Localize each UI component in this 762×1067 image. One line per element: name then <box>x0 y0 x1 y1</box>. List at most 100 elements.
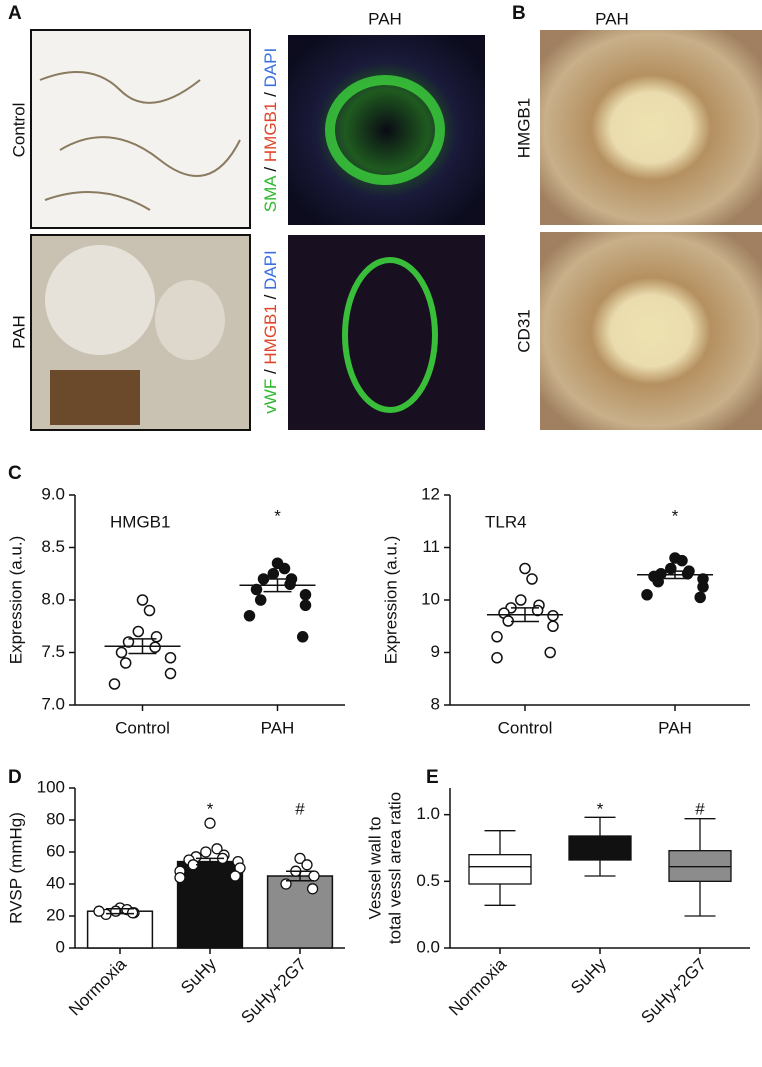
data-point <box>243 610 256 622</box>
y-tick-label: 0.5 <box>416 871 440 890</box>
y-tick-label: 7.0 <box>41 694 65 713</box>
x-tick-label: SuHy <box>567 954 610 997</box>
data-point <box>174 871 186 884</box>
y-axis-label: Expression (a.u.) <box>381 536 400 665</box>
x-tick-label: Normoxia <box>445 954 510 1019</box>
y-tick-label: 0.0 <box>416 937 440 956</box>
chart-title: HMGB1 <box>110 512 170 531</box>
y-tick-label: 12 <box>421 484 440 503</box>
annotation: * <box>597 799 604 818</box>
x-tick-label: Control <box>115 718 170 737</box>
data-point <box>126 907 139 919</box>
data-point <box>694 591 706 604</box>
tissue <box>325 75 445 185</box>
stain-word: vWF <box>261 379 280 414</box>
data-point <box>150 631 163 643</box>
y-tick-label: 9.0 <box>41 484 65 503</box>
data-point <box>284 578 296 590</box>
stain-word: SMA <box>261 175 280 213</box>
annotation: # <box>695 799 705 818</box>
panel-label: D <box>8 767 22 788</box>
x-tick-label: SuHy+2G7 <box>237 955 310 1028</box>
annotation: * <box>672 506 679 525</box>
panel-label: A <box>8 3 22 24</box>
bar <box>266 875 334 949</box>
x-tick-label: PAH <box>261 718 295 737</box>
stain-label: SMA / HMGB1 / DAPI <box>261 48 280 212</box>
data-point <box>229 870 241 882</box>
y-axis-label: RVSP (mmHg) <box>6 812 25 924</box>
y-tick-label: 1.0 <box>416 804 440 823</box>
y-tick-label: 11 <box>422 537 440 556</box>
data-point <box>204 817 216 829</box>
data-point <box>299 599 312 611</box>
stain-word: / <box>261 162 280 176</box>
tissue <box>155 280 225 360</box>
data-point <box>278 562 291 575</box>
data-point <box>544 646 556 659</box>
stain-word: DAPI <box>261 250 280 290</box>
data-point <box>267 568 280 580</box>
micrograph <box>540 232 762 430</box>
annotation: * <box>274 506 281 525</box>
data-point <box>200 846 212 858</box>
data-point <box>519 562 531 575</box>
tissue <box>342 257 438 413</box>
data-point <box>164 652 177 664</box>
stain-word: DAPI <box>261 48 280 88</box>
data-point <box>93 905 105 917</box>
stain-word: HMGB1 <box>261 102 280 162</box>
data-point <box>641 589 653 601</box>
data-point <box>250 583 263 596</box>
y-tick-label: 8.0 <box>41 589 65 608</box>
data-point <box>491 631 503 643</box>
row-label: HMGB1 <box>514 98 533 158</box>
y-axis-label: Vessel wall to <box>365 817 384 920</box>
data-point <box>294 852 306 865</box>
y-axis-label: Expression (a.u.) <box>6 536 25 665</box>
panel-label: E <box>426 767 439 788</box>
data-point <box>254 594 267 606</box>
data-point <box>234 862 246 874</box>
y-tick-label: 7.5 <box>41 642 65 661</box>
y-axis-label: total vessl area ratio <box>385 792 404 944</box>
row-label: Control <box>9 103 28 158</box>
data-point <box>299 589 312 601</box>
data-point <box>143 604 156 617</box>
box <box>468 854 532 885</box>
y-tick-label: 9 <box>431 642 440 661</box>
stain-word: / <box>261 87 280 101</box>
box <box>668 850 732 882</box>
data-point <box>301 859 313 871</box>
row-label: PAH <box>9 315 28 349</box>
y-tick-label: 80 <box>46 809 65 828</box>
y-tick-label: 10 <box>421 589 440 608</box>
column-title: PAH <box>595 9 629 28</box>
data-point <box>681 568 694 580</box>
y-tick-label: 100 <box>37 777 65 796</box>
data-point <box>652 575 664 588</box>
column-title: PAH <box>368 9 402 28</box>
annotation: # <box>295 799 305 818</box>
row-label: CD31 <box>514 309 533 352</box>
tissue <box>39 71 241 211</box>
bar <box>86 910 154 949</box>
data-point <box>697 581 709 593</box>
annotation: * <box>207 799 214 818</box>
data-point <box>491 652 503 664</box>
data-point <box>136 594 149 606</box>
panel-label: B <box>512 3 526 24</box>
data-point <box>526 573 538 585</box>
data-point <box>115 646 128 659</box>
micrograph <box>30 29 251 229</box>
data-point <box>296 631 309 643</box>
x-tick-label: SuHy+2G7 <box>637 955 710 1028</box>
y-tick-label: 20 <box>46 905 65 924</box>
tissue <box>50 370 140 425</box>
x-tick-label: Control <box>498 718 553 737</box>
micrograph <box>540 30 762 225</box>
panel-label: C <box>8 463 22 484</box>
x-tick-label: SuHy <box>177 954 220 997</box>
data-point <box>164 667 177 680</box>
